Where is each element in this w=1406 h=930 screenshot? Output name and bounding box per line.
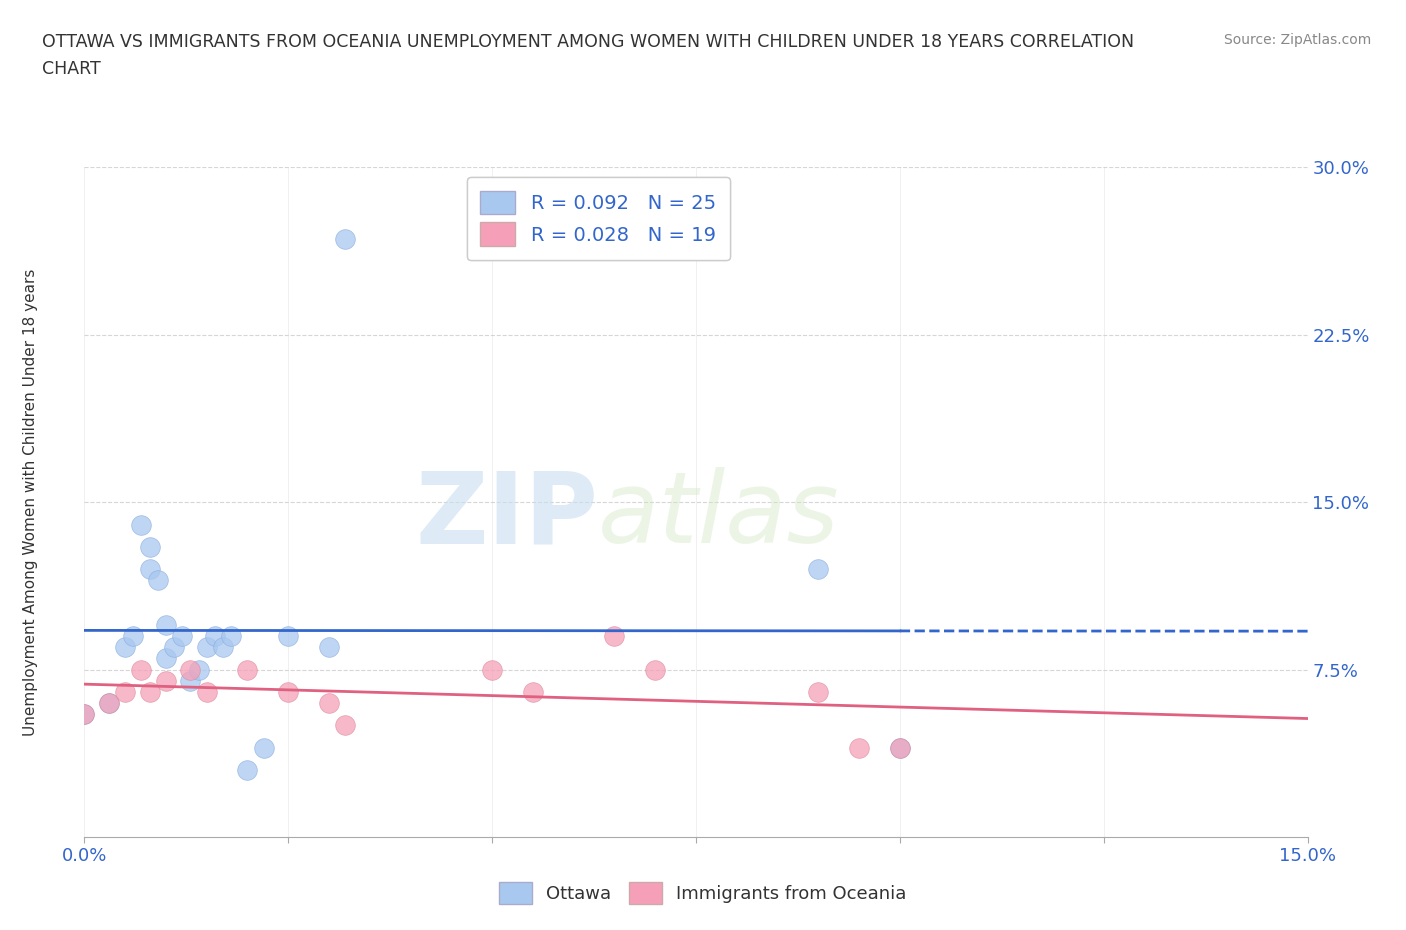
Point bbox=[131, 662, 153, 677]
Point bbox=[335, 232, 357, 246]
Legend: Ottawa, Immigrants from Oceania: Ottawa, Immigrants from Oceania bbox=[492, 875, 914, 911]
Point bbox=[212, 640, 235, 655]
Point bbox=[848, 740, 870, 755]
Point bbox=[138, 562, 160, 577]
Point bbox=[114, 640, 136, 655]
Text: Unemployment Among Women with Children Under 18 years: Unemployment Among Women with Children U… bbox=[24, 269, 38, 736]
Point bbox=[155, 618, 177, 632]
Point bbox=[318, 696, 340, 711]
Point bbox=[277, 629, 299, 644]
Point bbox=[155, 673, 177, 688]
Text: ZIP: ZIP bbox=[415, 467, 598, 565]
Text: CHART: CHART bbox=[42, 60, 101, 78]
Point bbox=[97, 696, 120, 711]
Point bbox=[318, 640, 340, 655]
Point bbox=[236, 763, 259, 777]
Point bbox=[204, 629, 226, 644]
Point bbox=[807, 684, 830, 699]
Point bbox=[172, 629, 194, 644]
Legend: R = 0.092   N = 25, R = 0.028   N = 19: R = 0.092 N = 25, R = 0.028 N = 19 bbox=[467, 177, 730, 259]
Text: OTTAWA VS IMMIGRANTS FROM OCEANIA UNEMPLOYMENT AMONG WOMEN WITH CHILDREN UNDER 1: OTTAWA VS IMMIGRANTS FROM OCEANIA UNEMPL… bbox=[42, 33, 1135, 50]
Point bbox=[236, 662, 259, 677]
Point bbox=[889, 740, 911, 755]
Point bbox=[219, 629, 242, 644]
Point bbox=[277, 684, 299, 699]
Point bbox=[481, 662, 503, 677]
Point bbox=[522, 684, 544, 699]
Point bbox=[146, 573, 169, 588]
Point bbox=[603, 629, 626, 644]
Point bbox=[138, 684, 160, 699]
Point bbox=[179, 673, 201, 688]
Point bbox=[73, 707, 96, 722]
Point bbox=[889, 740, 911, 755]
Point bbox=[335, 718, 357, 733]
Point bbox=[644, 662, 666, 677]
Point bbox=[122, 629, 145, 644]
Point bbox=[253, 740, 276, 755]
Point bbox=[155, 651, 177, 666]
Text: Source: ZipAtlas.com: Source: ZipAtlas.com bbox=[1223, 33, 1371, 46]
Point bbox=[131, 517, 153, 532]
Point bbox=[73, 707, 96, 722]
Text: atlas: atlas bbox=[598, 467, 839, 565]
Point bbox=[187, 662, 209, 677]
Point bbox=[138, 539, 160, 554]
Point bbox=[179, 662, 201, 677]
Point bbox=[114, 684, 136, 699]
Point bbox=[97, 696, 120, 711]
Point bbox=[163, 640, 186, 655]
Point bbox=[807, 562, 830, 577]
Point bbox=[195, 684, 218, 699]
Point bbox=[195, 640, 218, 655]
